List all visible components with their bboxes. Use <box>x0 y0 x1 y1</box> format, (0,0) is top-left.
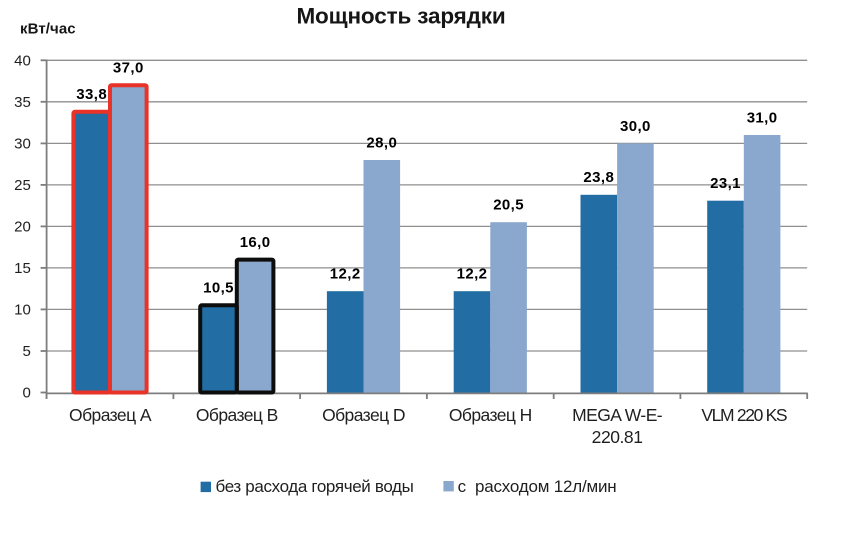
svg-text:40: 40 <box>14 53 31 70</box>
svg-text:20,5: 20,5 <box>493 197 524 214</box>
svg-text:Образец A: Образец A <box>69 405 152 425</box>
svg-text:Образец H: Образец H <box>449 405 532 425</box>
svg-text:16,0: 16,0 <box>240 234 271 251</box>
svg-text:30,0: 30,0 <box>620 118 651 135</box>
svg-text:Образец B: Образец B <box>196 405 278 425</box>
svg-text:MEGA W-E-: MEGA W-E- <box>572 405 663 425</box>
svg-text:12,2: 12,2 <box>457 266 488 283</box>
svg-text:20: 20 <box>14 219 31 236</box>
svg-text:220.81: 220.81 <box>592 427 643 447</box>
svg-text:5: 5 <box>22 343 30 360</box>
svg-text:10: 10 <box>14 302 31 319</box>
svg-text:кВт/час: кВт/час <box>20 21 76 38</box>
svg-text:35: 35 <box>14 94 31 111</box>
svg-text:12,2: 12,2 <box>330 266 361 283</box>
svg-text:10,5: 10,5 <box>203 280 234 297</box>
svg-text:30: 30 <box>14 136 31 153</box>
svg-text:с расходом 12л/мин: с расходом 12л/мин <box>458 477 617 496</box>
svg-text:33,8: 33,8 <box>76 86 107 103</box>
svg-text:15: 15 <box>14 260 31 277</box>
svg-text:31,0: 31,0 <box>747 109 778 126</box>
svg-text:37,0: 37,0 <box>113 60 144 77</box>
svg-text:28,0: 28,0 <box>366 134 397 151</box>
svg-text:без расхода горячей воды: без расхода горячей воды <box>216 477 414 496</box>
svg-text:Образец D: Образец D <box>322 405 405 425</box>
svg-text:23,8: 23,8 <box>583 169 614 186</box>
svg-text:23,1: 23,1 <box>710 175 741 192</box>
svg-text:VLM 220 KS: VLM 220 KS <box>701 405 787 425</box>
svg-text:0: 0 <box>22 385 30 402</box>
svg-text:Мощность зарядки: Мощность зарядки <box>296 3 505 28</box>
svg-text:25: 25 <box>14 177 31 194</box>
